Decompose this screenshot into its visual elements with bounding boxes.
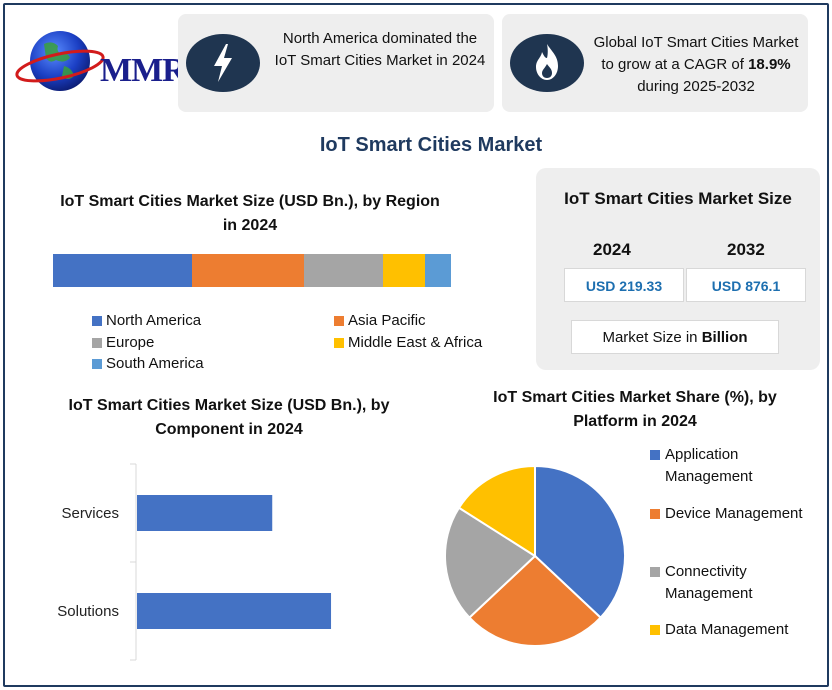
mmr-logo: MMR — [14, 26, 187, 96]
legend-label: Asia Pacific — [348, 312, 426, 329]
flame-icon — [510, 34, 584, 92]
highlight-card-region: North America dominated the IoT Smart Ci… — [178, 14, 494, 112]
component-bar-chart: Services Solutions — [57, 463, 332, 661]
legend-label: Device Management — [665, 505, 803, 522]
card-cagr-value: 18.9% — [748, 56, 791, 73]
component-chart-title: IoT Smart Cities Market Size (USD Bn.), … — [68, 397, 390, 438]
highlight-card-cagr: Global IoT Smart Cities Market to grow a… — [502, 14, 808, 112]
region-legend-item: Asia Pacific — [334, 312, 426, 329]
year-2032-label: 2032 — [727, 240, 765, 259]
market-size-box: IoT Smart Cities Market Size 2024 2032 U… — [536, 168, 820, 370]
component-category-label: Solutions — [57, 603, 119, 620]
platform-pie-chart — [444, 464, 626, 647]
legend-label: Connectivity Management — [665, 563, 753, 602]
value-2032: USD 876.1 — [686, 268, 806, 302]
pie-slice — [467, 554, 603, 647]
region-legend-item: North America — [92, 312, 201, 329]
pie-slice — [534, 464, 626, 620]
region-legend: North America Asia Pacific Europe Middle Ea… — [92, 312, 512, 376]
region-stacked-bar — [53, 254, 451, 287]
legend-swatch — [334, 337, 344, 348]
unit-pre: Market Size in — [602, 329, 698, 346]
value-2024: USD 219.33 — [564, 268, 684, 302]
pie-slice — [444, 506, 537, 620]
component-bar — [137, 593, 332, 629]
region-legend-item: South America — [92, 355, 204, 372]
region-bar-segment — [303, 254, 384, 287]
component-category-label: Services — [61, 505, 119, 522]
legend-label: Middle East & Africa — [348, 334, 483, 351]
pie-slice — [457, 464, 536, 558]
legend-label: Data Management — [665, 621, 789, 638]
region-bar-segment — [53, 254, 193, 287]
unit-bold: Billion — [701, 329, 748, 346]
year-2024-label: 2024 — [593, 240, 631, 259]
component-bar — [137, 495, 273, 531]
region-bar-segment — [383, 254, 426, 287]
legend-swatch — [650, 625, 660, 635]
lightning-icon — [186, 34, 260, 92]
region-legend-item: Middle East & Africa — [334, 334, 482, 351]
legend-swatch — [650, 509, 660, 519]
market-size-title: IoT Smart Cities Market Size — [564, 189, 792, 208]
region-chart-title: IoT Smart Cities Market Size (USD Bn.), … — [60, 193, 440, 234]
platform-chart-title: IoT Smart Cities Market Share (%), by Pl… — [493, 389, 777, 430]
legend-label: South America — [106, 355, 204, 372]
card-cagr-post: during 2025-2032 — [637, 78, 755, 95]
unit-label: Market Size in Billion — [571, 320, 779, 354]
region-bar-segment — [425, 254, 451, 287]
legend-label: Application Management — [665, 446, 753, 485]
legend-label: Europe — [106, 334, 155, 351]
card-cagr-pre: Global IoT Smart Cities Market to grow a… — [593, 34, 799, 73]
legend-swatch — [334, 315, 344, 326]
card-region-text: North America dominated the IoT Smart Ci… — [274, 30, 486, 69]
card-cagr-text: Global IoT Smart Cities Market to grow a… — [586, 32, 806, 98]
legend-label: North America — [106, 312, 202, 329]
legend-swatch — [92, 315, 102, 326]
logo-text: MMR — [100, 52, 187, 89]
region-bar-segment — [192, 254, 304, 287]
region-legend-item: Europe — [92, 334, 154, 351]
main-title: IoT Smart Cities Market — [319, 134, 543, 156]
legend-swatch — [92, 337, 102, 348]
legend-swatch — [650, 450, 660, 460]
legend-swatch — [92, 358, 102, 369]
globe-icon — [15, 31, 105, 91]
legend-swatch — [650, 567, 660, 577]
